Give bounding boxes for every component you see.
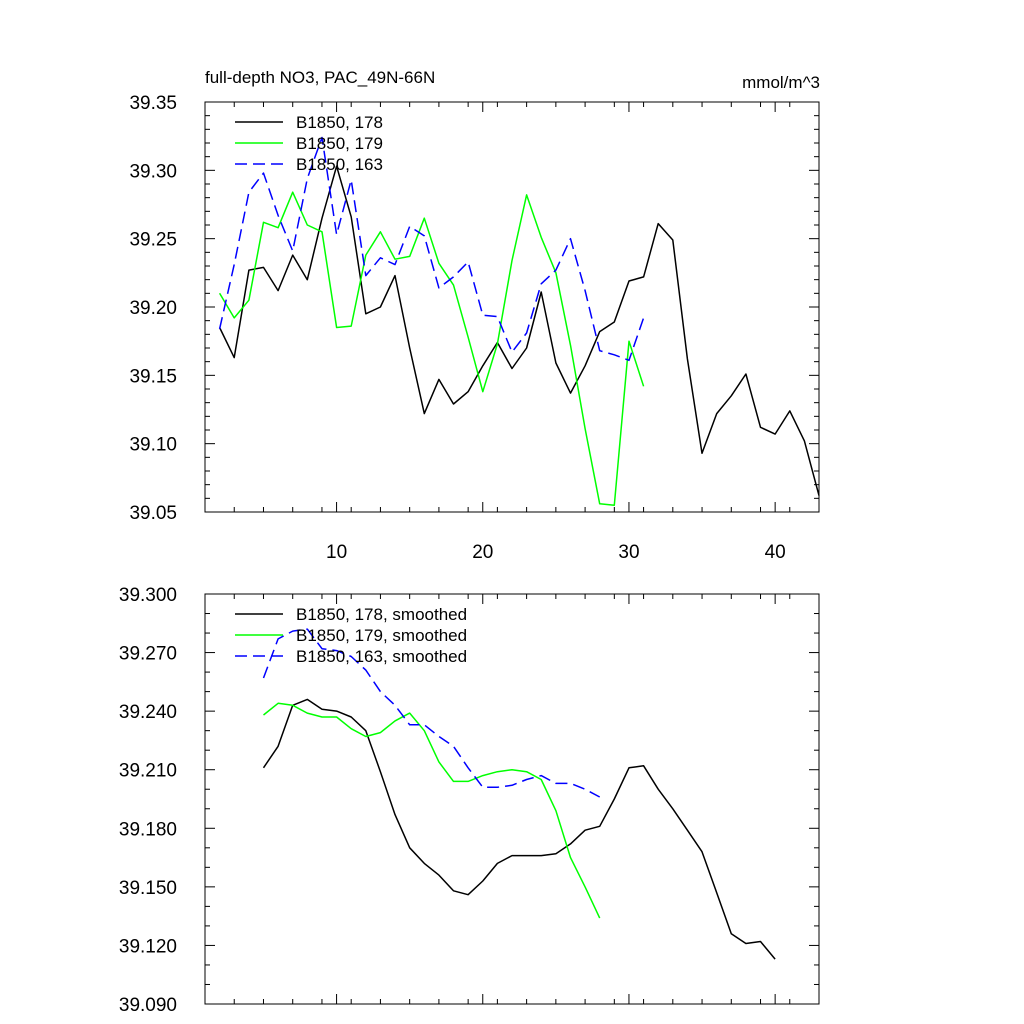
series-lines — [262, 628, 776, 960]
x-axis — [336, 594, 776, 1004]
bottom-panel: 39.090 39.120 39.150 39.180 39.210 39.240 39.2… — [119, 585, 820, 1016]
y-tick-label: 39.090 — [119, 995, 177, 1016]
top-panel: full-depth NO3, PAC_49N-66N mmol/m^3 39.… — [129, 68, 820, 563]
x-tick-label: 40 — [765, 542, 786, 563]
x-tick-label: 20 — [472, 542, 493, 563]
legend: B1850, 178, smoothed B1850, 179, smoothed… — [235, 605, 467, 666]
legend: B1850, 178 B1850, 179 B1850, 163 — [235, 113, 383, 174]
legend-label-1: B1850, 179 — [296, 134, 383, 153]
y-tick-label: 39.15 — [129, 366, 177, 387]
y-axis: 39.05 39.10 39.15 39.20 39.25 39.30 39.35 — [129, 93, 819, 524]
series-line-0 — [262, 698, 776, 960]
y-tick-label: 39.300 — [119, 585, 177, 606]
y-tick-label: 39.20 — [129, 298, 177, 319]
series-lines — [218, 136, 820, 506]
y-tick-label: 39.180 — [119, 819, 177, 840]
y-tick-label: 39.30 — [129, 161, 177, 182]
series-line-1 — [263, 702, 601, 919]
y-tick-label: 39.270 — [119, 644, 177, 665]
legend-label-2: B1850, 163, smoothed — [296, 647, 467, 666]
y-tick-label: 39.05 — [129, 503, 177, 524]
x-tick-label: 30 — [618, 542, 639, 563]
chart-title: full-depth NO3, PAC_49N-66N — [205, 68, 435, 87]
y-tick-label: 39.10 — [129, 435, 177, 456]
series-line-1 — [218, 191, 645, 506]
y-tick-label: 39.210 — [119, 761, 177, 782]
legend-label-1: B1850, 179, smoothed — [296, 626, 467, 645]
units-label: mmol/m^3 — [742, 73, 820, 92]
y-tick-label: 39.240 — [119, 702, 177, 723]
y-axis: 39.090 39.120 39.150 39.180 39.210 39.240 39.2… — [119, 585, 819, 1016]
y-tick-label: 39.120 — [119, 936, 177, 957]
legend-label-2: B1850, 163 — [296, 155, 383, 174]
legend-label-0: B1850, 178 — [296, 113, 383, 132]
x-tick-label: 10 — [326, 542, 347, 563]
minor-ticks — [204, 102, 820, 512]
y-tick-label: 39.35 — [129, 93, 177, 114]
y-tick-label: 39.150 — [119, 878, 177, 899]
series-line-2 — [218, 136, 645, 362]
legend-label-0: B1850, 178, smoothed — [296, 605, 467, 624]
plot-frame — [204, 593, 820, 1005]
series-line-0 — [218, 165, 820, 496]
minor-ticks — [204, 594, 820, 1004]
series-line-2 — [262, 628, 601, 798]
x-axis: 10 20 30 40 — [326, 102, 786, 563]
y-tick-label: 39.25 — [129, 230, 177, 251]
